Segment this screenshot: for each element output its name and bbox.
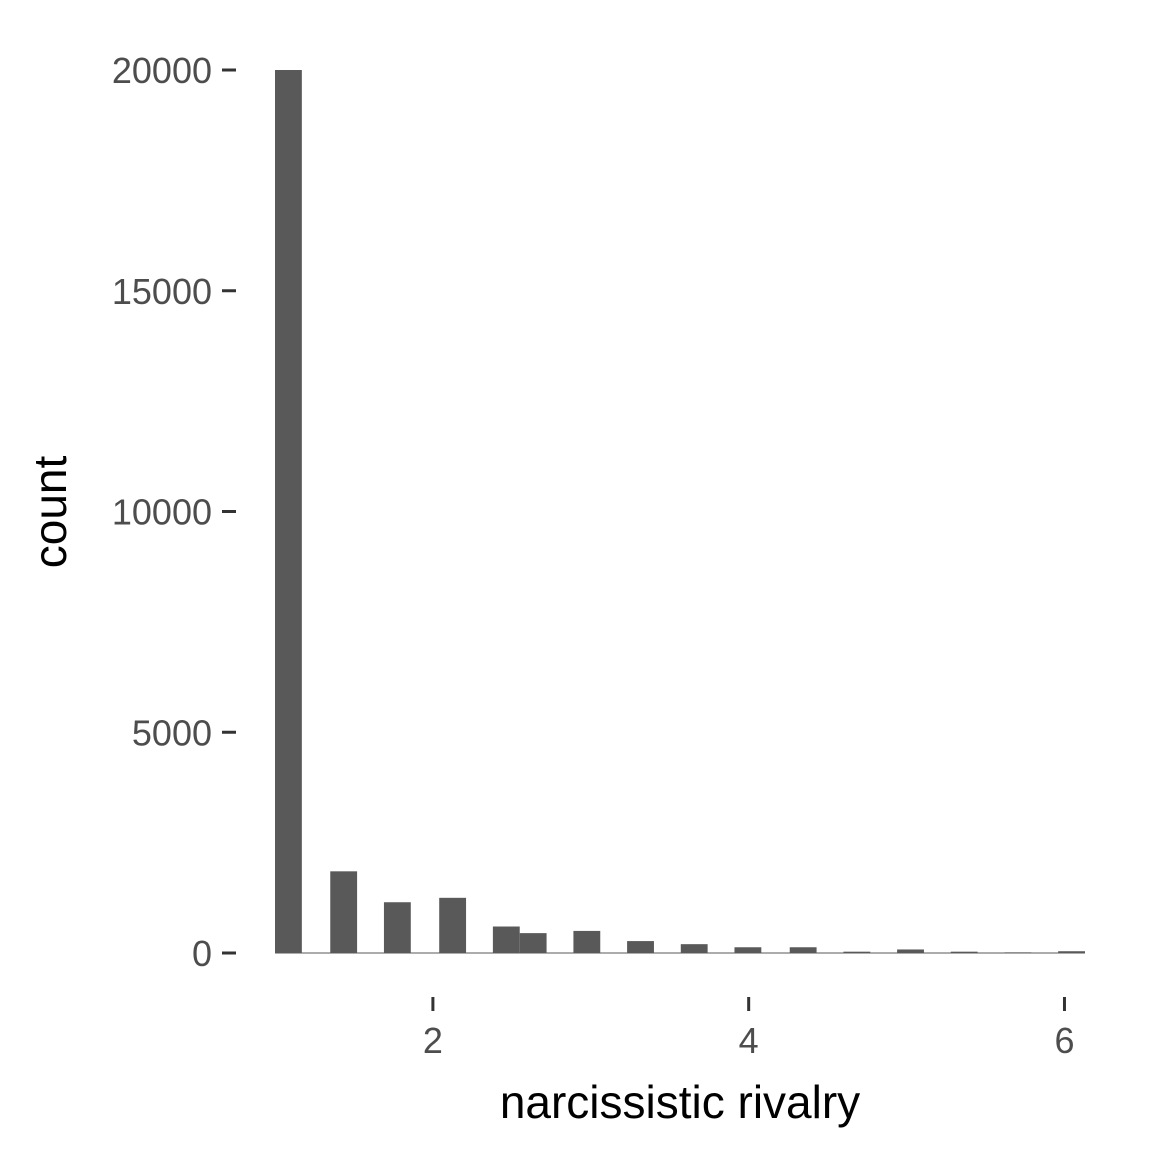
histogram-bar (789, 947, 817, 953)
histogram-bar (330, 871, 358, 953)
x-tick-label: 6 (1054, 1020, 1074, 1061)
histogram-bar (680, 944, 708, 953)
x-axis: 2 4 6 (423, 997, 1074, 1061)
y-tick-label: 5000 (132, 712, 212, 753)
histogram-bar (843, 951, 871, 953)
histogram-bar (734, 947, 762, 953)
y-tick-label: 15000 (112, 271, 212, 312)
histogram-bar (573, 930, 601, 953)
x-axis-title: narcissistic rivalry (500, 1076, 860, 1128)
y-axis: 0 5000 10000 15000 20000 (112, 50, 236, 974)
histogram-bar (275, 70, 302, 953)
y-tick-label: 20000 (112, 50, 212, 91)
histogram-bar (383, 902, 411, 953)
histogram-bar (492, 926, 520, 953)
histogram-bar (519, 933, 547, 953)
histogram-bar (950, 951, 978, 953)
y-axis-title: count (24, 456, 76, 569)
histogram-bar (627, 941, 654, 953)
y-tick-label: 10000 (112, 492, 212, 533)
histogram-bar (897, 949, 924, 953)
x-tick-label: 2 (423, 1020, 443, 1061)
histogram-bar (1058, 951, 1085, 953)
x-tick-label: 4 (739, 1020, 759, 1061)
bars-layer (275, 70, 1085, 953)
y-tick-label: 0 (192, 933, 212, 974)
histogram-bar (439, 897, 467, 953)
